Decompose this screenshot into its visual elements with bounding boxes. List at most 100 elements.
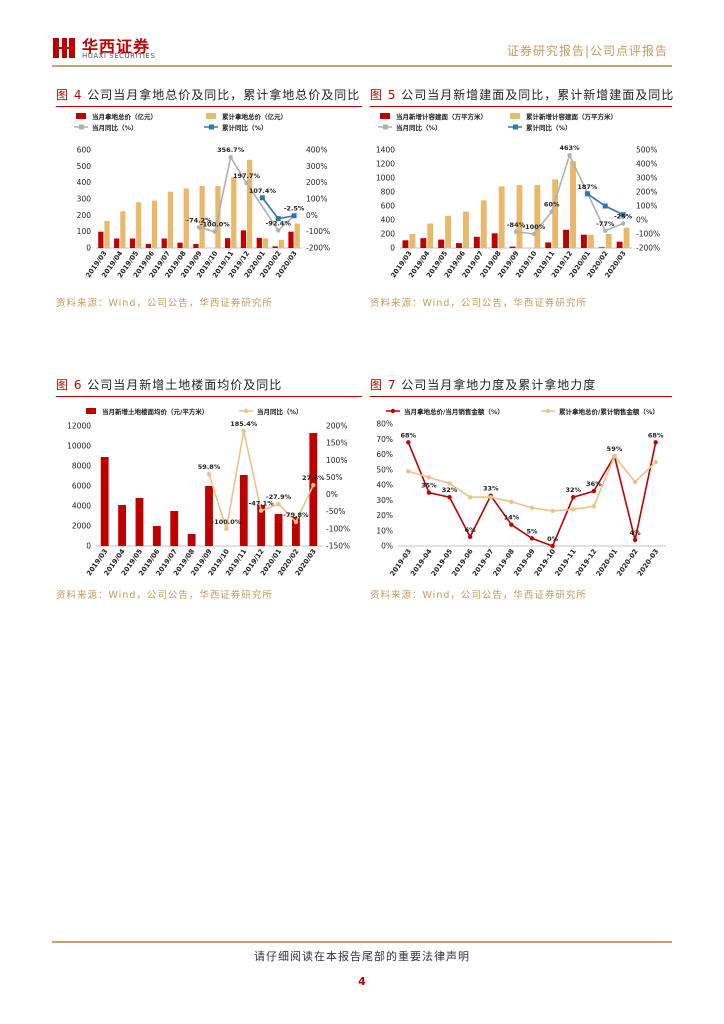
bar — [427, 223, 434, 248]
y-tick-label: 600 — [77, 146, 92, 155]
bar — [247, 159, 253, 248]
data-label: -84% — [507, 221, 526, 229]
figure-6-source: 资料来源：Wind，公司公告，华西证券研究所 — [56, 590, 273, 601]
series-line — [408, 454, 657, 512]
y-tick-label: 0 — [390, 244, 395, 253]
x-axis: 2019/032019/042019/052019/062019/072019/… — [389, 249, 628, 279]
figure-5-chart: 当月新增计容建面（万平方米） 累计新增计容建面（万平方米） 当月同比（%） 累计同比（… — [376, 112, 660, 279]
bar — [509, 246, 516, 248]
data-label: 5% — [526, 527, 538, 535]
y2-tick-label: 100% — [306, 195, 327, 204]
y-axis-left: 0 2000 4000 6000 8000 10000 12000 — [67, 422, 91, 551]
y2-tick-label: -150% — [326, 542, 350, 551]
data-label: 27.6% — [302, 474, 325, 482]
y-tick-label: 500 — [77, 162, 92, 171]
y2-tick-label: -100% — [636, 230, 660, 239]
figure-4-rule — [56, 106, 362, 107]
line-series — [584, 191, 626, 218]
data-label: 36% — [586, 480, 602, 488]
data-point — [196, 225, 202, 230]
y-tick-label: 20% — [376, 511, 393, 520]
data-label: 68% — [648, 431, 664, 439]
figure-6-number: 图 6 — [56, 378, 83, 392]
legend-item: 累计同比（%） — [508, 123, 572, 132]
chart-legend: 当月新增计容建面（万平方米） 累计新增计容建面（万平方米） 当月同比（%） 累计同比（… — [378, 112, 617, 132]
data-point — [509, 499, 514, 504]
y-tick-label: 1200 — [376, 160, 395, 169]
data-point — [426, 490, 432, 495]
legend-item: 累计拿地总价/累计销售金额（%） — [541, 407, 659, 416]
x-tick-label: 2020-03 — [636, 547, 661, 577]
bar — [462, 211, 469, 248]
company-name-cn: 华西证券 — [82, 37, 151, 56]
data-label: 4% — [630, 529, 642, 537]
figure-4-caption: 公司当月拿地总价及同比，累计拿地总价及同比 — [87, 88, 361, 102]
data-point — [584, 191, 590, 197]
bar — [516, 185, 523, 248]
data-label: 32% — [565, 486, 581, 494]
y2-tick-label: 300% — [306, 162, 327, 171]
y-axis-right: -150% -100% -50% 0% 50% 100% 150% 200% — [326, 422, 350, 551]
bar — [145, 243, 151, 248]
bar — [420, 238, 427, 248]
y-tick-label: 30% — [376, 496, 393, 505]
bar — [294, 223, 300, 248]
y-tick-label: 10000 — [67, 442, 91, 451]
bar — [456, 243, 462, 248]
bar — [224, 238, 231, 248]
y-tick-label: 40% — [376, 481, 393, 490]
y2-tick-label: 200% — [306, 178, 327, 187]
data-point — [224, 526, 229, 532]
data-point — [426, 475, 432, 480]
data-point — [488, 495, 493, 500]
bar — [136, 202, 142, 248]
bar — [272, 246, 278, 248]
line-series — [406, 453, 658, 514]
bar — [205, 486, 213, 546]
data-point — [591, 504, 597, 509]
y2-tick-label: 100% — [326, 456, 347, 465]
x-axis: 2019-032019-042019-052019-062019-072019-… — [388, 547, 660, 577]
bar — [292, 517, 300, 546]
chart-legend: 当月新增土地楼面均价（元/平方米） 当月同比（%） — [86, 407, 303, 416]
figure-5-caption: 公司当月新增建面及同比，累计新增建面及同比 — [401, 88, 675, 102]
report-type: 证券研究报告|公司点评报告 — [506, 44, 668, 58]
data-label: 35% — [421, 482, 437, 490]
bar — [240, 230, 247, 248]
y-tick-label: 8000 — [72, 462, 91, 471]
bar — [563, 229, 570, 248]
bar — [199, 185, 205, 248]
data-point — [259, 195, 265, 201]
y-tick-label: 1000 — [376, 174, 395, 183]
bar — [257, 505, 266, 546]
legend-label: 当月新增计容建面（万平方米） — [396, 112, 487, 121]
y2-tick-label: 500% — [636, 146, 657, 155]
y-tick-label: 400 — [381, 216, 396, 225]
data-point — [275, 216, 281, 222]
figure-5-number: 图 5 — [370, 88, 397, 102]
bar — [545, 242, 552, 248]
legend-marker — [243, 408, 249, 414]
legend-item: 当月新增计容建面（万平方米） — [380, 112, 487, 121]
data-label: -2.5% — [284, 205, 305, 213]
bar — [98, 231, 104, 248]
data-point — [602, 203, 608, 209]
figure-4-number: 图 4 — [56, 88, 83, 102]
data-label: 60% — [544, 201, 560, 209]
figure-6-title: 图 6 公司当月新增土地楼面均价及同比 — [56, 376, 282, 393]
legend-swatch — [86, 408, 96, 414]
data-label: -77% — [596, 220, 615, 228]
y2-tick-label: -50% — [326, 507, 345, 516]
bar — [183, 188, 189, 248]
y2-tick-label: 150% — [326, 439, 347, 448]
figure-6-chart: 当月新增土地楼面均价（元/平方米） 当月同比（%） 0 2000 4000 6000 800… — [67, 407, 350, 577]
legend-marker — [390, 408, 396, 414]
series-line — [198, 154, 295, 233]
bar — [402, 240, 409, 248]
y2-tick-label: 0% — [326, 490, 338, 499]
y-tick-label: 12000 — [67, 422, 91, 431]
y2-tick-label: 100% — [636, 202, 657, 211]
y-tick-label: 300 — [77, 195, 92, 204]
legend-label: 累计同比（%） — [526, 123, 572, 132]
data-label: 6% — [465, 526, 477, 534]
